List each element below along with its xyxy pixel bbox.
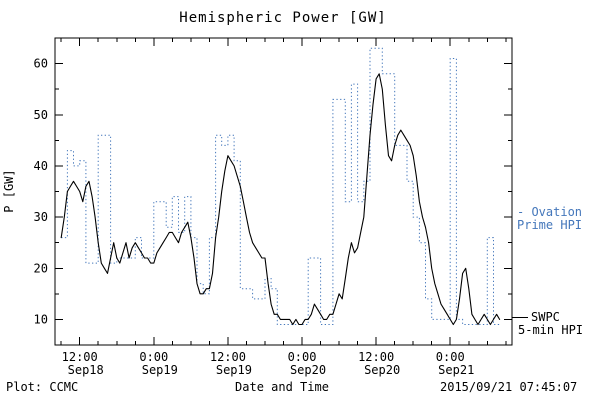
plot-timestamp: 2015/09/21 07:45:07 (440, 380, 578, 394)
legend-swpc: SWPC 5-min HPI (512, 311, 583, 337)
svg-text:50: 50 (34, 108, 48, 122)
svg-text:0:00: 0:00 (139, 350, 168, 364)
svg-text:Sep19: Sep19 (142, 363, 178, 377)
svg-text:12:00: 12:00 (62, 350, 98, 364)
svg-text:20: 20 (34, 261, 48, 275)
legend-ovation-line1: - Ovation (517, 205, 583, 219)
legend-swpc-line1: SWPC (531, 310, 560, 324)
svg-text:12:00: 12:00 (210, 350, 246, 364)
svg-text:60: 60 (34, 57, 48, 71)
x-axis-label: Date and Time (235, 380, 329, 394)
svg-text:0:00: 0:00 (436, 350, 465, 364)
svg-text:Sep19: Sep19 (216, 363, 252, 377)
svg-text:10: 10 (34, 312, 48, 326)
svg-text:Sep20: Sep20 (290, 363, 326, 377)
legend-swpc-line2: 5-min HPI (518, 323, 584, 337)
svg-text:Sep18: Sep18 (68, 363, 104, 377)
svg-text:12:00: 12:00 (358, 350, 394, 364)
chart-title: Hemispheric Power [GW] (179, 10, 387, 26)
svg-text:Sep21: Sep21 (438, 363, 474, 377)
swpc-line-sample-icon (512, 317, 528, 318)
legend-ovation-line2: Prime HPI (517, 218, 583, 232)
legend-ovation-prime: - Ovation Prime HPI (517, 206, 582, 232)
svg-text:0:00: 0:00 (288, 350, 317, 364)
plot-credit: Plot: CCMC (6, 380, 79, 394)
svg-text:30: 30 (34, 210, 48, 224)
svg-text:Sep20: Sep20 (364, 363, 400, 377)
svg-text:40: 40 (34, 159, 48, 173)
